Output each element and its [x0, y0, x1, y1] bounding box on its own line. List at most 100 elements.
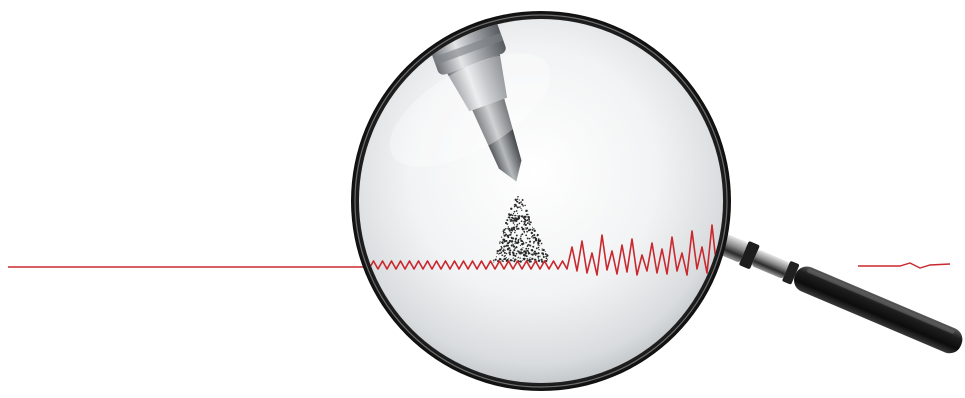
spray-particle — [509, 253, 511, 256]
spray-particle — [512, 214, 514, 216]
spray-particle — [517, 195, 519, 198]
spray-particle — [526, 222, 529, 225]
spray-particle — [514, 237, 518, 240]
spray-particle — [498, 253, 500, 255]
spray-particle — [512, 220, 514, 222]
spray-particle — [528, 219, 530, 221]
spray-particle — [539, 255, 541, 257]
spray-particle — [535, 240, 537, 242]
spray-particle — [497, 250, 499, 252]
spray-particle — [508, 257, 510, 260]
magnified-signal-trace — [359, 218, 723, 276]
spray-particle — [531, 236, 533, 238]
spray-particle — [526, 249, 529, 252]
spray-particle — [506, 219, 509, 222]
spray-particle — [523, 224, 525, 226]
spray-particle — [500, 236, 503, 238]
spray-particle — [532, 245, 535, 248]
spray-particle — [495, 256, 497, 258]
spray-particle — [517, 227, 520, 230]
spray-particle — [530, 231, 533, 235]
spray-particle — [521, 252, 524, 254]
spray-particle — [512, 212, 515, 215]
spray-particle — [511, 227, 513, 229]
spray-particle — [523, 222, 526, 225]
spray-particle — [542, 253, 544, 255]
spray-particle — [521, 233, 524, 236]
spray-particle — [530, 259, 532, 261]
spray-particle — [505, 233, 507, 236]
spray-particle — [505, 244, 508, 247]
spray-particle — [512, 243, 514, 245]
spray-particle — [502, 238, 505, 241]
spray-particle — [535, 247, 538, 250]
spray-particle — [521, 228, 524, 231]
spray-particle — [498, 249, 502, 252]
spray-particle — [518, 222, 521, 225]
spray-particle — [519, 252, 522, 255]
spray-particle — [542, 248, 545, 252]
spray-particle — [516, 223, 519, 226]
spray-particle — [509, 218, 511, 220]
spray-particle — [512, 222, 515, 224]
magnifier-handle — [712, 231, 963, 354]
spray-particle — [513, 249, 516, 252]
spray-particle — [507, 226, 509, 228]
spray-particle — [508, 229, 511, 232]
spray-particle — [545, 259, 548, 262]
spray-particle — [514, 229, 516, 232]
spray-particle — [508, 213, 512, 217]
spray-particle — [538, 240, 541, 242]
spray-particle — [499, 242, 501, 244]
spray-particle — [523, 250, 526, 253]
spray-particle — [509, 231, 511, 233]
spray-particle — [533, 229, 536, 232]
spray-particle — [502, 230, 505, 233]
spray-particle — [519, 257, 521, 259]
spray-particle — [513, 219, 516, 222]
spray-particle — [528, 221, 530, 223]
spray-particle — [515, 241, 517, 243]
spray-particle — [514, 242, 516, 245]
spray-particle — [526, 227, 528, 230]
spray-particle — [517, 238, 520, 241]
spray-particle — [515, 215, 517, 217]
spray-particle — [513, 224, 515, 226]
spray-particle — [501, 254, 503, 256]
spray-particle — [519, 206, 521, 208]
spray-particle — [517, 250, 520, 253]
spray-particle — [512, 237, 515, 240]
spray-particle — [508, 234, 510, 236]
spray-particle — [506, 234, 509, 238]
spray-particle — [531, 228, 534, 231]
spray-particle — [514, 258, 517, 261]
spray-particle — [522, 216, 525, 219]
spray-particle — [510, 229, 514, 232]
spray-particle — [529, 244, 532, 247]
spray-particle — [541, 249, 543, 251]
spray-particle — [541, 260, 544, 263]
spray-particle — [513, 252, 515, 255]
spray-particle — [526, 219, 529, 222]
spray-particle — [518, 217, 521, 220]
spray-particle — [531, 253, 534, 256]
spray-particle — [512, 244, 515, 246]
spray-particle — [510, 218, 513, 222]
spray-particle — [520, 235, 522, 238]
spray-particle — [537, 258, 540, 260]
spray-particle — [499, 241, 501, 243]
spray-particle — [514, 217, 517, 220]
spray-particle — [501, 260, 504, 262]
spray-particle — [512, 257, 514, 259]
spray-particle — [525, 247, 528, 250]
spray-particle — [508, 251, 511, 254]
spray-particle — [515, 234, 518, 237]
spray-particle — [533, 252, 535, 254]
spray-particle — [518, 206, 520, 208]
spray-particle — [518, 202, 521, 205]
spray-particle — [546, 258, 548, 260]
spray-particle — [519, 244, 522, 247]
spray-particle — [521, 215, 524, 218]
spray-particle — [508, 216, 511, 219]
